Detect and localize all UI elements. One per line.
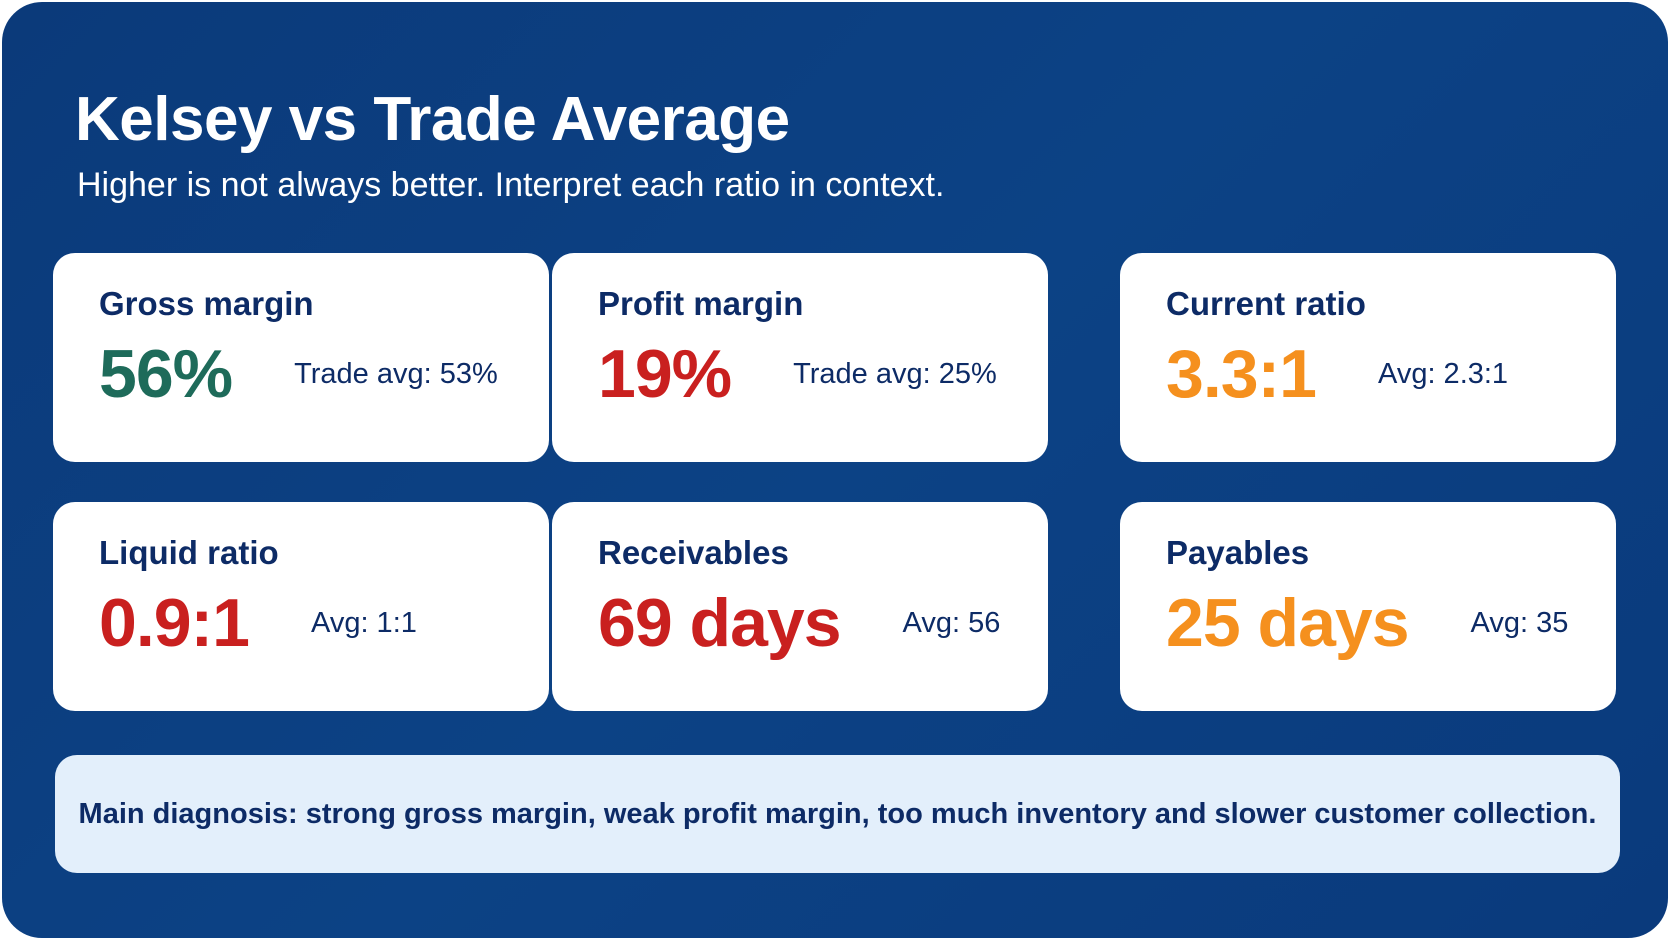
metric-comparison: Avg: 35 [1470,606,1569,639]
metric-label: Payables [1166,534,1310,571]
metric-comparison: Trade avg: 53% [294,357,498,390]
metric-card: Profit margin 19% Trade avg: 25% [552,253,1048,462]
metric-card: Liquid ratio 0.9:1 Avg: 1:1 [53,502,549,711]
metric-label: Receivables [598,534,789,571]
metric-value: 0.9:1 [99,585,250,661]
metric-card: Payables 25 days Avg: 35 [1120,502,1616,711]
metric-label: Gross margin [99,285,314,322]
metric-value: 19% [598,336,732,412]
metric-row: 69 days Avg: 56 [598,584,1048,662]
metric-label: Current ratio [1166,285,1366,322]
metric-card: Gross margin 56% Trade avg: 53% [53,253,549,462]
metric-label: Profit margin [598,285,804,322]
metric-value: 69 days [598,585,842,661]
metric-card: Current ratio 3.3:1 Avg: 2.3:1 [1120,253,1616,462]
metric-comparison: Trade avg: 25% [793,357,997,390]
title: Kelsey vs Trade Average [75,85,790,154]
diagnosis: Main diagnosis: strong gross margin, wea… [55,755,1620,873]
metric-card: Receivables 69 days Avg: 56 [552,502,1048,711]
metric-row: 56% Trade avg: 53% [99,335,549,413]
metric-value: 25 days [1166,585,1410,661]
metric-value: 56% [99,336,233,412]
metric-comparison: Avg: 2.3:1 [1378,357,1509,390]
subtitle: Higher is not always better. Interpret e… [77,166,945,204]
metric-row: 25 days Avg: 35 [1166,584,1616,662]
metric-value: 3.3:1 [1166,336,1317,412]
metric-comparison: Avg: 1:1 [311,606,417,639]
metric-row: 0.9:1 Avg: 1:1 [99,584,549,662]
metric-comparison: Avg: 56 [902,606,1001,639]
metric-row: 3.3:1 Avg: 2.3:1 [1166,335,1616,413]
metric-label: Liquid ratio [99,534,279,571]
metric-row: 19% Trade avg: 25% [598,335,1048,413]
